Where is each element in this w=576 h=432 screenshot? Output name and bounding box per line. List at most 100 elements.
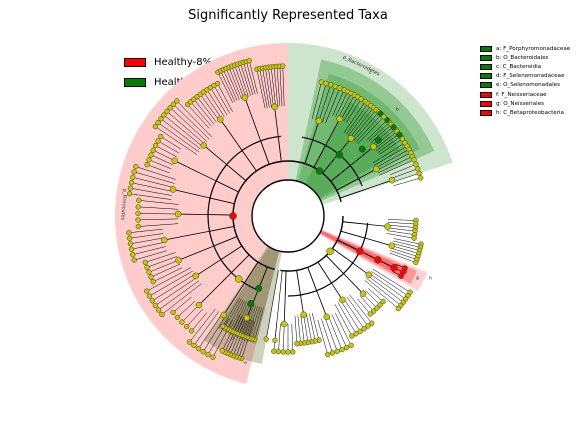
proteobacteria-stem [296, 270, 301, 296]
taxa-swatch [480, 109, 492, 116]
firmicutes-clade-5-leaf-node [128, 246, 135, 252]
bacteroidetes-clade-4-leaf-edge [372, 142, 406, 164]
minor-leaf [263, 336, 269, 342]
firmicutes-clade-4-leaf-node [142, 259, 148, 266]
bacteroidetes-clade-2-leaf-edge [349, 107, 374, 138]
firmicutes-clade-1-leaf-node [195, 345, 202, 352]
firmicutes-clade-8-leaf-node [148, 152, 154, 158]
bacteroidetes-clade-3-branch [349, 146, 374, 166]
bacteroidetes-clade-5-leaf-edge [392, 173, 420, 183]
firmicutes-clade-5-leaf-node [131, 257, 137, 263]
proteobacteria-clade-6-leaf-edge [294, 315, 298, 344]
neisseriales-node [374, 256, 382, 264]
proteobacteria-clade-7-leaf-node [275, 349, 282, 355]
firmicutes-clade-8-leaf-edge [160, 136, 182, 150]
bacteroidetes-stem [330, 165, 351, 182]
proteobacteria-clade-4-leaf-node [353, 331, 359, 337]
proteobacteria-clade-3-branch [343, 273, 364, 294]
firmicutes-clade-1-leaf-node [200, 349, 206, 355]
firmicutes-clade-11-leaf-edge [246, 61, 256, 95]
proteobacteria-clade-3-leaf-node [377, 302, 383, 308]
proteobacteria-clade-5-leaf-edge [335, 312, 352, 346]
bacteroidetes-clade-3-leaf-edge [376, 133, 400, 151]
proteobacteria-clade-3-node [359, 290, 367, 297]
firmicutes-clade-12-branch [274, 106, 279, 137]
bacteroidetes-clade-0-leaf-edge [321, 86, 336, 123]
firmicutes-clade-4-leaf-edge [145, 252, 176, 263]
proteobacteria-clade-5-leaf-edge [324, 317, 338, 352]
proteobacteria-clade-2-node [365, 271, 373, 279]
proteobacteria-clade-6-leaf-edge [306, 314, 312, 342]
proteobacteria-clade-2-leaf-edge [367, 275, 404, 303]
firmicutes-clade-1-leaf-node [186, 339, 193, 345]
legend-swatch-red [124, 57, 146, 67]
proteobacteria-clade-1-leaf-edge [390, 250, 417, 260]
firmicutes-clade-8-leaf-node [144, 162, 150, 168]
firmicutes-clade-9-leaf-node [161, 112, 167, 118]
bacteroidetes-stem [336, 178, 359, 191]
firmicutes-clade-6-leaf-node [135, 223, 142, 230]
bacteroidetes-clade-1-leaf-edge [343, 96, 359, 122]
bacteroidia-node [335, 150, 344, 159]
firmicutes-clade-0-node [243, 314, 251, 322]
selenomonadaceae-leaf-edge [222, 297, 240, 327]
firmicutes-clade-2-leaf-edge [181, 304, 200, 323]
firmicutes-clade-2-leaf-edge [172, 296, 192, 313]
taxa-swatch [480, 73, 492, 80]
proteobacteria-clade-3-leaf-edge [362, 293, 378, 309]
proteobacteria-clade-6-leaf-edge [311, 312, 320, 341]
proteobacteria-clade-6-leaf-edge [297, 315, 301, 344]
proteobacteria-stem [284, 270, 287, 296]
bacteroidetes-clade-5-leaf-edge [393, 177, 421, 186]
porphyromonadaceae-node [374, 136, 382, 144]
firmicutes-clade-12-leaf-edge [276, 66, 281, 107]
proteobacteria-clade-7-leaf-edge [283, 323, 285, 352]
firmicutes-clade-12-leaf-edge [279, 66, 283, 107]
bacteroidetes-clade-0-leaf-node [318, 79, 325, 85]
firmicutes-clade-10-node [217, 116, 224, 123]
selenomonadaceae-leaf-edge [229, 300, 246, 331]
proteobacteria-clade-2-leaf-edge [366, 277, 402, 306]
proteobacteria-clade-4-leaf-edge [337, 302, 357, 334]
firmicutes-clade-3-leaf-node [159, 311, 165, 318]
firmicutes-arc [232, 160, 289, 271]
firmicutes-clade-4-leaf-node [150, 279, 156, 285]
bacteroidetes-clade-1-node [336, 115, 343, 123]
bacteroidetes-clade-1-leaf-edge [346, 98, 362, 123]
proteobacteria-clade-4-leaf-node [361, 326, 367, 332]
bacteroidetes-clade-5-leaf-edge [389, 164, 417, 176]
proteobacteria-clade-1-leaf-edge [391, 247, 418, 257]
selenomonadaceae-leaf-edge [227, 299, 244, 329]
firmicutes-clade-6-leaf-edge [138, 213, 179, 215]
bacteroidetes-clade-2-leaf-edge [347, 105, 371, 137]
root-circle [251, 179, 325, 253]
firmicutes-clade-8-leaf-node [158, 133, 164, 140]
firmicutes-clade-2-node [195, 301, 203, 309]
firmicutes-clade-3-leaf-edge [149, 270, 193, 297]
bacteroidetes-stem [339, 189, 364, 199]
proteobacteria-clade-0-branch [367, 223, 388, 227]
minor-stem [274, 270, 283, 341]
selenomonadaceae-node [247, 299, 255, 307]
proteobacteria-clade-4-leaf-node [369, 320, 375, 326]
taxa-legend-label: f: F_Neisseriaceae [496, 91, 547, 98]
firmicutes-clade-4-leaf-edge [148, 259, 179, 273]
taxon-letter-g: g [416, 276, 419, 281]
taxa-legend-entry: f: F_Neisseriaceae [480, 90, 570, 99]
firmicutes-clade-11-leaf-edge [243, 62, 254, 96]
firmicutes-clade-9-leaf-node [174, 98, 180, 104]
proteobacteria-clade-6-node [300, 311, 307, 319]
taxon-letter-b: b [396, 106, 399, 112]
proteobacteria-clade-4-leaf-edge [343, 298, 365, 329]
firmicutes-clade-7-leaf-edge [135, 166, 176, 180]
firmicutes-clade-2-leaf-node [174, 314, 181, 320]
firmicutes-clade-7-leaf-edge [131, 182, 173, 192]
bacteroidetes-clade-4-node [373, 165, 380, 173]
firmicutes-clade-3-leaf-edge [152, 274, 195, 301]
bacteroidetes-clade-3-leaf-edge [379, 138, 403, 155]
bacteroidetes-clade-1-leaf-edge [335, 91, 348, 117]
firmicutes-clade-5-leaf-node [126, 230, 132, 236]
taxa-legend: a: F_Porphyromonadaceae b: O_Bacteroidal… [480, 44, 570, 118]
firmicutes-clade-11-leaf-edge [217, 72, 233, 103]
bacteroidetes-stem [322, 153, 339, 174]
